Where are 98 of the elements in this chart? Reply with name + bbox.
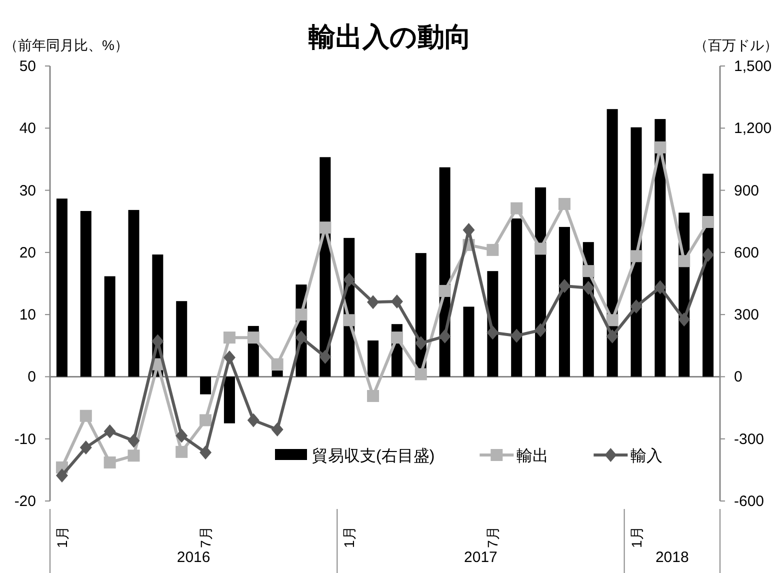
point [702, 248, 714, 262]
point [438, 329, 451, 344]
y2-tick-label: 1,200 [734, 120, 772, 138]
point [128, 450, 140, 462]
point [200, 414, 212, 426]
point [80, 440, 92, 455]
point [582, 265, 594, 278]
point [295, 330, 308, 345]
point [558, 198, 570, 210]
point [606, 314, 618, 326]
point [343, 314, 356, 326]
legend-label: 輸出 [516, 447, 549, 465]
x-tick-label: 7月 [484, 526, 501, 548]
y2-tick-label: 1,500 [734, 58, 772, 75]
y2-tick-label: -300 [734, 430, 764, 448]
text: 2016 [176, 549, 210, 566]
bar [56, 198, 68, 377]
point [152, 334, 164, 348]
point [390, 332, 403, 344]
point [630, 299, 642, 314]
bar [463, 306, 474, 377]
x-tick-label: 1月 [341, 526, 358, 548]
y-tick-label: -20 [14, 493, 36, 510]
text: 2017 [464, 549, 498, 566]
point [247, 332, 260, 344]
y-axis-title: （前年同月比、%） [4, 37, 128, 53]
bar [224, 376, 235, 424]
y2-tick-label: 300 [734, 306, 760, 324]
y-tick-label: 0 [28, 368, 36, 386]
point [414, 336, 427, 350]
bar [368, 340, 379, 377]
point [223, 332, 236, 344]
point [80, 410, 92, 422]
point [319, 222, 332, 234]
point [678, 312, 690, 327]
point [271, 358, 284, 370]
legend-輸出: 輸出 [480, 448, 549, 465]
point [702, 216, 714, 228]
point [438, 284, 451, 297]
bar [128, 210, 140, 377]
x-tick-label: 7月 [198, 526, 214, 548]
bar [104, 276, 116, 377]
bar [176, 301, 188, 377]
y-tick-label: 40 [19, 120, 36, 138]
text: 2018 [655, 549, 689, 566]
point [534, 323, 547, 338]
point [104, 456, 116, 468]
point [343, 272, 356, 287]
point [414, 368, 427, 380]
point [104, 424, 116, 438]
point [367, 390, 380, 402]
point [486, 244, 499, 256]
x-tick-label: 1月 [628, 526, 644, 548]
point [271, 422, 284, 437]
point [247, 413, 260, 428]
point [223, 350, 236, 364]
point [56, 468, 68, 483]
bar [511, 218, 522, 377]
y2-tick-label: -600 [734, 493, 764, 510]
point [486, 326, 499, 340]
y-tick-label: 20 [19, 244, 36, 262]
point [510, 328, 523, 343]
point [630, 250, 642, 262]
point [654, 141, 666, 154]
bar [272, 370, 283, 377]
point [558, 278, 570, 293]
bar [606, 109, 618, 377]
point [390, 294, 403, 309]
y-tick-label: 30 [19, 182, 36, 200]
point [606, 329, 618, 344]
x-tick-label: 1月 [54, 526, 70, 548]
y-tick-label: 50 [19, 58, 36, 75]
legend-label: 貿易収支(右目盛) [312, 447, 435, 465]
point [510, 202, 523, 214]
legend-貿易収支(右目盛): 貿易収支(右目盛) [275, 448, 435, 465]
legend-label: 輸入 [630, 447, 663, 465]
point [295, 308, 308, 321]
bar [80, 211, 92, 377]
point [319, 350, 332, 364]
bar [200, 376, 212, 394]
y2-axis-title: （百万ドル） [694, 37, 778, 53]
y2-tick-label: 0 [734, 368, 742, 386]
y2-tick-label: 900 [734, 182, 760, 200]
point [128, 434, 140, 448]
bar [558, 226, 570, 377]
legend-輸入: 輸入 [594, 448, 663, 465]
point [654, 280, 666, 294]
point [176, 428, 188, 443]
y-tick-label: 10 [19, 306, 36, 324]
point [534, 242, 547, 255]
chart-title: 輸出入の動向 [308, 22, 472, 52]
point [678, 255, 690, 268]
point [582, 280, 594, 295]
y2-tick-label: 600 [734, 244, 760, 262]
point [200, 446, 212, 460]
point [176, 446, 188, 458]
point [367, 295, 380, 310]
y-tick-label: -10 [14, 430, 36, 448]
